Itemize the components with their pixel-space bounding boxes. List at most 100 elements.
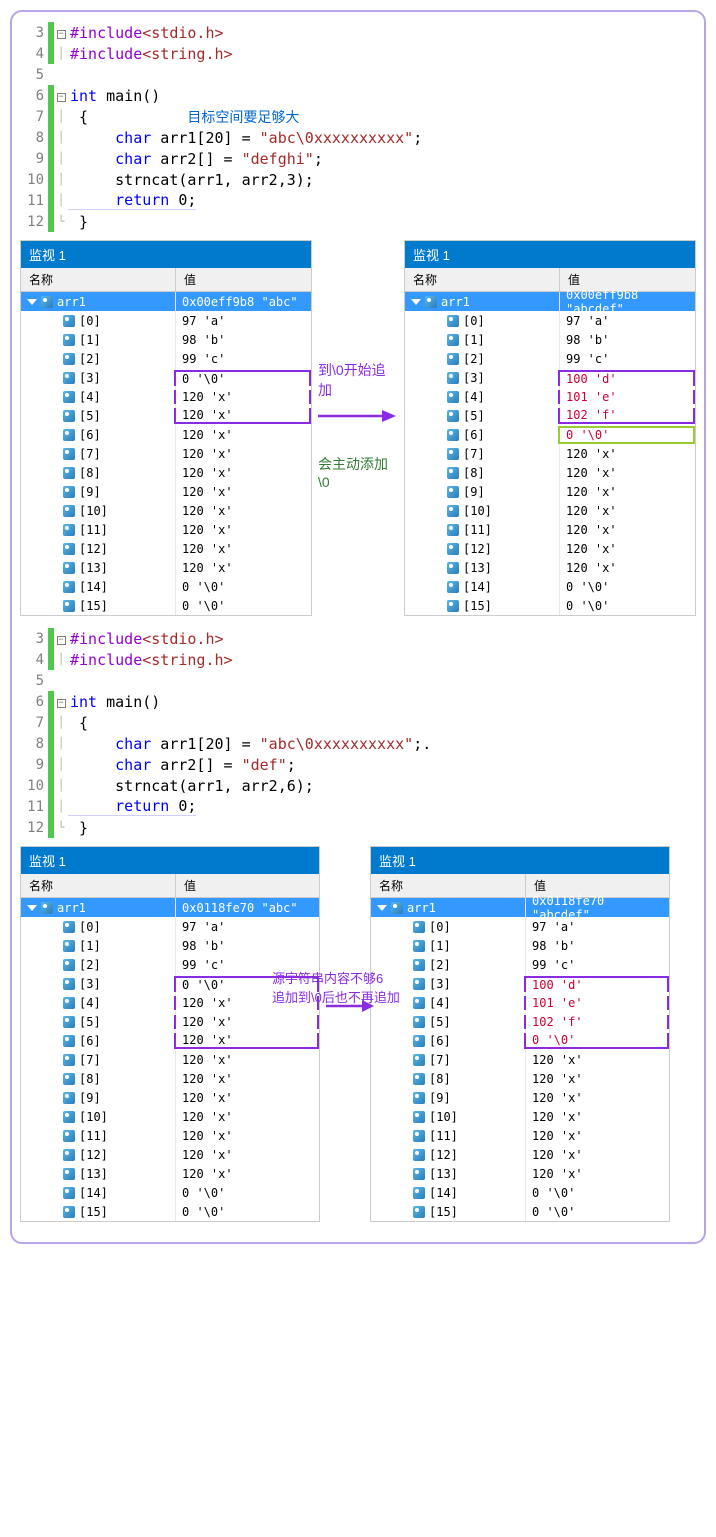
watch-root-row[interactable]: arr10x0118fe70 "abcdef" [371,898,669,917]
watch-item-row[interactable]: [7]120 'x' [405,444,695,463]
code-line: 10│ strncat(arr1, arr2,6); [20,775,696,796]
watch-root-row[interactable]: arr10x00eff9b8 "abcdef" [405,292,695,311]
code-text: strncat(arr1, arr2,6); [68,777,314,795]
watch-item-row[interactable]: [4]120 'x' [21,387,311,406]
watch-item-row[interactable]: [9]120 'x' [405,482,695,501]
watch-item-row[interactable]: [15]0 '\0' [21,596,311,615]
watch-item-row[interactable]: [1]98 'b' [371,936,669,955]
watch-item-row[interactable]: [14]0 '\0' [405,577,695,596]
watch-item-row[interactable]: [6]120 'x' [21,1031,319,1050]
array-value: 120 'x' [176,1148,319,1162]
watch-item-row[interactable]: [6]120 'x' [21,425,311,444]
watch-item-row[interactable]: [5]102 'f' [371,1012,669,1031]
watch-item-row[interactable]: [3]100 'd' [405,368,695,387]
array-index: [2] [79,958,101,972]
watch-item-row[interactable]: [3]0 '\0' [21,368,311,387]
fold-indicator[interactable]: └ [54,215,68,228]
code-line: 11│ return 0; [20,796,696,817]
fold-indicator[interactable]: │ [54,653,68,666]
array-value: 120 'x' [560,523,695,537]
watch-item-row[interactable]: [9]120 'x' [21,482,311,501]
fold-indicator[interactable]: │ [54,47,68,60]
fold-indicator[interactable]: │ [54,779,68,792]
watch-item-row[interactable]: [0]97 'a' [21,311,311,330]
watch-item-row[interactable]: [15]0 '\0' [21,1202,319,1221]
fold-indicator[interactable]: − [54,89,68,102]
watch-item-row[interactable]: [10]120 'x' [405,501,695,520]
watch-item-row[interactable]: [12]120 'x' [405,539,695,558]
watch-item-row[interactable]: [10]120 'x' [21,1107,319,1126]
watch-item-row[interactable]: [2]99 'c' [371,955,669,974]
watch-item-row[interactable]: [14]0 '\0' [21,1183,319,1202]
watch-item-row[interactable]: [11]120 'x' [405,520,695,539]
watch-item-row[interactable]: [5]120 'x' [21,406,311,425]
watch-item-row[interactable]: [6]0 '\0' [405,425,695,444]
watch-item-row[interactable]: [2]99 'c' [21,349,311,368]
watch-item-row[interactable]: [0]97 'a' [405,311,695,330]
watch-item-row[interactable]: [13]120 'x' [21,558,311,577]
fold-indicator[interactable]: │ [54,110,68,123]
watch-item-row[interactable]: [5]120 'x' [21,1012,319,1031]
variable-icon [41,902,53,914]
fold-indicator[interactable]: │ [54,758,68,771]
watch-root-row[interactable]: arr10x0118fe70 "abc" [21,898,319,917]
fold-indicator[interactable]: − [54,26,68,39]
watch-item-row[interactable]: [8]120 'x' [371,1069,669,1088]
watch-item-row[interactable]: [10]120 'x' [21,501,311,520]
code-line: 9│ char arr2[] = "def"; [20,754,696,775]
array-index: [4] [79,996,101,1010]
watch-root-row[interactable]: arr10x00eff9b8 "abc" [21,292,311,311]
var-name: arr1 [57,901,86,915]
watch-item-row[interactable]: [12]120 'x' [371,1145,669,1164]
fold-indicator[interactable]: │ [54,716,68,729]
watch-item-row[interactable]: [15]0 '\0' [405,596,695,615]
watch-item-row[interactable]: [9]120 'x' [371,1088,669,1107]
line-number: 6 [20,88,48,104]
expand-icon[interactable] [377,905,387,911]
watch-item-row[interactable]: [13]120 'x' [405,558,695,577]
fold-indicator[interactable]: │ [54,152,68,165]
watch-item-row[interactable]: [11]120 'x' [21,520,311,539]
watch-item-row[interactable]: [1]98 'b' [21,936,319,955]
watch-item-row[interactable]: [6]0 '\0' [371,1031,669,1050]
watch-item-row[interactable]: [3]100 'd' [371,974,669,993]
watch-item-row[interactable]: [15]0 '\0' [371,1202,669,1221]
expand-icon[interactable] [411,299,421,305]
watch-item-row[interactable]: [1]98 'b' [21,330,311,349]
watch-item-row[interactable]: [5]102 'f' [405,406,695,425]
array-index: [10] [79,504,108,518]
watch-item-row[interactable]: [7]120 'x' [21,444,311,463]
watch-item-row[interactable]: [9]120 'x' [21,1088,319,1107]
watch-item-row[interactable]: [14]0 '\0' [21,577,311,596]
watch-item-row[interactable]: [8]120 'x' [21,463,311,482]
fold-indicator[interactable]: − [54,695,68,708]
watch-item-row[interactable]: [0]97 'a' [371,917,669,936]
fold-indicator[interactable]: └ [54,821,68,834]
watch-item-row[interactable]: [8]120 'x' [21,1069,319,1088]
expand-icon[interactable] [27,299,37,305]
watch-item-row[interactable]: [7]120 'x' [21,1050,319,1069]
watch-item-row[interactable]: [11]120 'x' [21,1126,319,1145]
fold-indicator[interactable]: │ [54,131,68,144]
fold-indicator[interactable]: − [54,632,68,645]
watch-item-row[interactable]: [2]99 'c' [405,349,695,368]
watch-item-row[interactable]: [10]120 'x' [371,1107,669,1126]
watch-item-row[interactable]: [0]97 'a' [21,917,319,936]
watch-item-row[interactable]: [8]120 'x' [405,463,695,482]
watch-item-row[interactable]: [4]101 'e' [371,993,669,1012]
watch-item-row[interactable]: [1]98 'b' [405,330,695,349]
fold-indicator[interactable]: │ [54,194,68,207]
expand-icon[interactable] [27,905,37,911]
fold-indicator[interactable]: │ [54,800,68,813]
watch-item-row[interactable]: [7]120 'x' [371,1050,669,1069]
fold-indicator[interactable]: │ [54,173,68,186]
watch-item-row[interactable]: [12]120 'x' [21,539,311,558]
watch-item-row[interactable]: [12]120 'x' [21,1145,319,1164]
watch-item-row[interactable]: [13]120 'x' [21,1164,319,1183]
watch-item-row[interactable]: [13]120 'x' [371,1164,669,1183]
variable-icon [63,315,75,327]
watch-item-row[interactable]: [4]101 'e' [405,387,695,406]
watch-item-row[interactable]: [11]120 'x' [371,1126,669,1145]
fold-indicator[interactable]: │ [54,737,68,750]
watch-item-row[interactable]: [14]0 '\0' [371,1183,669,1202]
